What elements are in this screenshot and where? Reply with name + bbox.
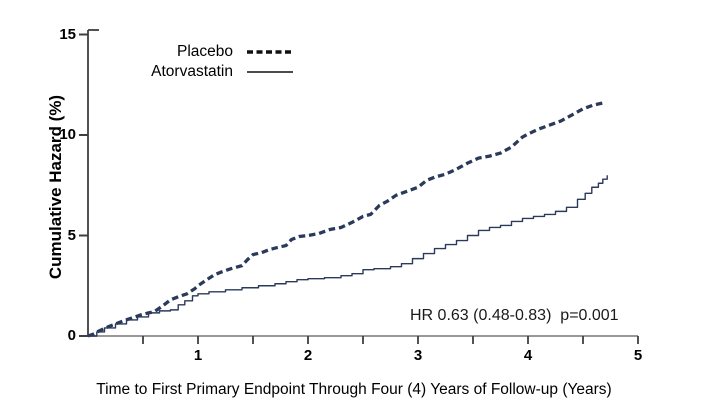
y-tick-label-0: 0 — [67, 327, 76, 344]
dashed-line-sample-icon — [247, 50, 293, 54]
x-tick-label-5: 5 — [633, 347, 643, 364]
x-tick-label-4: 4 — [523, 347, 533, 364]
x-axis-title: Time to First Primary Endpoint Through F… — [96, 381, 612, 398]
legend-label-atorvastatin: Atorvastatin — [151, 63, 233, 80]
legend: Placebo Atorvastatin — [128, 42, 294, 82]
legend-label-placebo: Placebo — [176, 43, 233, 60]
x-tick-label-3: 3 — [413, 347, 423, 364]
solid-line-sample-icon — [247, 71, 293, 73]
legend-row-atorvastatin: Atorvastatin — [128, 62, 294, 82]
curve-placebo — [87, 101, 605, 338]
y-tick-label-15: 15 — [59, 25, 76, 43]
y-tick-label-5: 5 — [67, 226, 76, 244]
legend-row-placebo: Placebo — [128, 42, 294, 62]
y-tick-label-10: 10 — [59, 126, 76, 143]
y-axis-title: Cumulative Hazard (%) — [46, 94, 65, 280]
x-tick-label-2: 2 — [303, 347, 313, 364]
curve-atorvastatin — [88, 175, 608, 337]
x-tick-label-1: 1 — [193, 347, 203, 364]
hazard-ratio-annotation: HR 0.63 (0.48-0.83) p=0.001 — [410, 307, 619, 324]
